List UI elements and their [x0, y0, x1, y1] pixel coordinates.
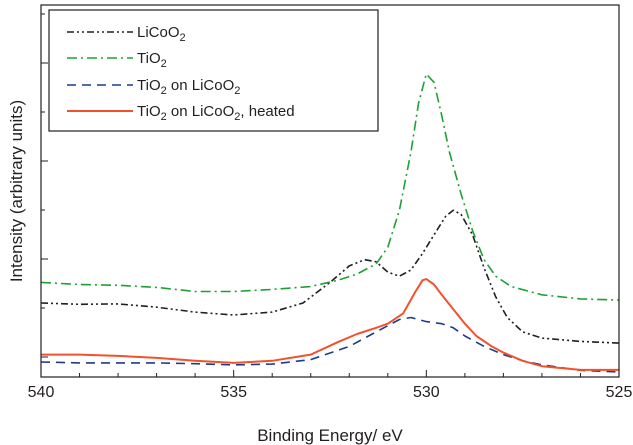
series-line-2 — [40, 73, 620, 301]
plot-frame — [40, 4, 620, 378]
series-line-3 — [40, 316, 620, 373]
series-line-1 — [40, 209, 620, 344]
legend-label-3: TiO2 on LiCoO2 — [137, 77, 240, 97]
y-axis-label: Intensity (arbitrary units) — [7, 100, 26, 282]
x-tick-label: 535 — [220, 384, 247, 401]
legend-label-4: TiO2 on LiCoO2, heated — [137, 103, 295, 123]
y-axis-ticks — [41, 13, 48, 358]
x-axis-label: Binding Energy/ eV — [257, 426, 403, 445]
legend-label-2: TiO2 — [137, 50, 167, 70]
plot-series-group — [40, 73, 620, 373]
x-axis-tick-labels: 540 535 530 525 — [28, 384, 633, 401]
legend-label-1: LiCoO2 — [137, 24, 186, 44]
series-line-4 — [41, 278, 619, 371]
x-tick-label: 540 — [28, 384, 55, 401]
legend: LiCoO2 TiO2 TiO2 on LiCoO2 TiO2 on LiCoO2, … — [48, 9, 379, 132]
x-tick-label: 530 — [413, 384, 440, 401]
x-tick-label: 525 — [606, 384, 633, 401]
x-axis-ticks — [40, 370, 620, 377]
